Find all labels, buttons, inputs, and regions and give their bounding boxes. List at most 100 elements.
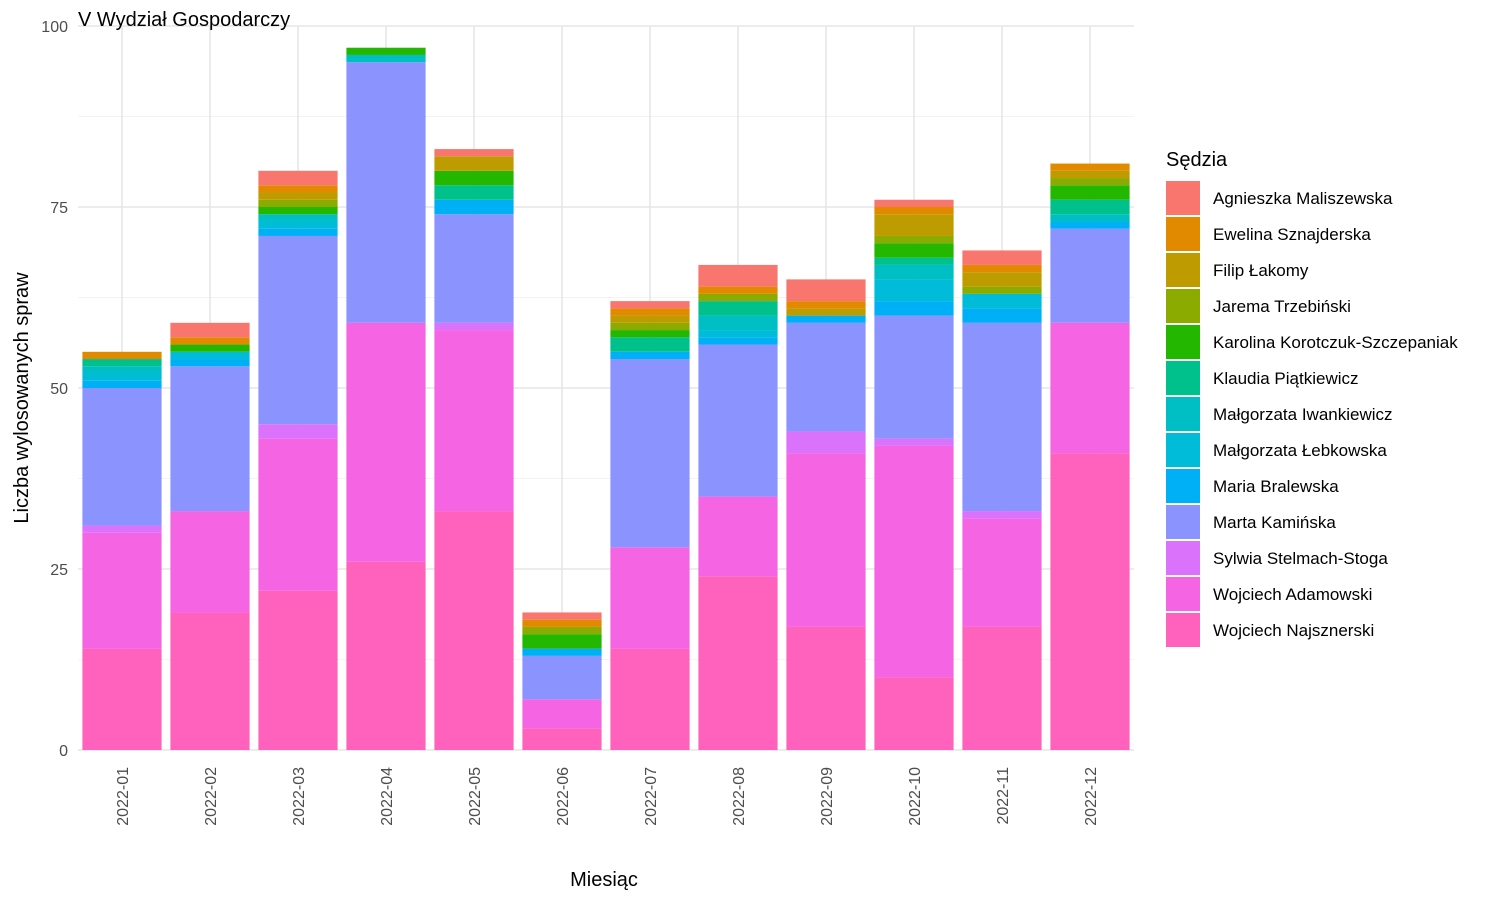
bar-segment xyxy=(1050,163,1130,171)
y-tick-label: 0 xyxy=(59,743,68,760)
bar-segment xyxy=(610,322,690,331)
bar-segment xyxy=(698,496,778,577)
bar-segment xyxy=(170,511,250,613)
bar-segment xyxy=(698,330,778,338)
bar-segment xyxy=(610,301,690,309)
bar-segment xyxy=(1050,214,1130,222)
bar-segment xyxy=(698,293,778,302)
bar-segment xyxy=(258,192,338,200)
legend-key xyxy=(1166,469,1200,503)
x-tick-label: 2022-09 xyxy=(819,767,836,826)
bar-segment xyxy=(786,308,866,316)
bar-segment xyxy=(522,612,602,620)
bar-segment xyxy=(874,214,954,236)
legend-key xyxy=(1166,181,1200,215)
bar-segment xyxy=(1050,185,1130,200)
legend-key xyxy=(1166,505,1200,539)
bar-segment xyxy=(346,47,426,55)
bar-segment xyxy=(434,322,514,331)
bar-segment xyxy=(258,214,338,222)
bar-segment xyxy=(610,308,690,316)
bar-segment xyxy=(258,424,338,439)
bar-segment xyxy=(346,561,426,750)
legend-key xyxy=(1166,217,1200,251)
legend-label: Agnieszka Maliszewska xyxy=(1213,189,1393,208)
x-tick-label: 2022-08 xyxy=(731,767,748,826)
bar-segment xyxy=(610,315,690,323)
legend-key xyxy=(1166,325,1200,359)
bar-segment xyxy=(434,170,514,186)
bar-segment xyxy=(82,359,162,367)
bar-segment xyxy=(434,214,514,323)
bar-segment xyxy=(698,286,778,294)
bar-segment xyxy=(434,199,514,215)
legend-label: Filip Łakomy xyxy=(1213,261,1309,280)
bar-segment xyxy=(82,380,162,388)
bar-segment xyxy=(786,626,866,750)
bar-segment xyxy=(786,453,866,627)
legend-label: Małgorzata Iwankiewicz xyxy=(1213,405,1393,424)
bar-segment xyxy=(434,156,514,171)
bar-segment xyxy=(170,366,250,512)
y-axis-label: Liczba wylosowanych spraw xyxy=(11,272,33,524)
bar-segment xyxy=(522,634,602,649)
bar-segment xyxy=(1050,199,1130,215)
legend-label: Małgorzata Łebkowska xyxy=(1213,441,1387,460)
bar-segment xyxy=(522,655,602,700)
bar-segment xyxy=(1050,228,1130,323)
legend-key xyxy=(1166,397,1200,431)
bar-segment xyxy=(1050,453,1130,750)
bar-segment xyxy=(522,619,602,627)
bar-segment xyxy=(258,185,338,193)
bar-segment xyxy=(82,388,162,526)
legend-key xyxy=(1166,289,1200,323)
bar-segment xyxy=(698,576,778,750)
bar-segment xyxy=(698,315,778,331)
bar-segment xyxy=(258,590,338,750)
bar-segment xyxy=(610,330,690,338)
bar-segment xyxy=(786,431,866,454)
bar-segment xyxy=(874,235,954,244)
x-tick-label: 2022-03 xyxy=(291,767,308,826)
bar-segment xyxy=(786,301,866,309)
bar-segment xyxy=(698,344,778,497)
x-tick-label: 2022-02 xyxy=(203,767,220,826)
bar-segment xyxy=(874,243,954,258)
bar-segment xyxy=(610,337,690,352)
bar-segment xyxy=(610,351,690,360)
legend-label: Ewelina Sznajderska xyxy=(1213,225,1371,244)
bar-segment xyxy=(962,272,1042,287)
x-tick-label: 2022-01 xyxy=(115,767,132,826)
bar-segment xyxy=(1050,221,1130,229)
bar-segment xyxy=(522,626,602,635)
bar-segment xyxy=(258,207,338,215)
bar-segment xyxy=(522,648,602,656)
bar-segment xyxy=(874,264,954,280)
x-tick-label: 2022-11 xyxy=(995,767,1012,825)
bar-segment xyxy=(82,648,162,750)
bar-segment xyxy=(434,330,514,512)
bar-segment xyxy=(258,438,338,591)
legend-key xyxy=(1166,577,1200,611)
bar-segment xyxy=(962,322,1042,512)
y-tick-label: 75 xyxy=(50,200,68,217)
bar-segment xyxy=(962,250,1042,265)
bar-segment xyxy=(434,511,514,750)
bar-segment xyxy=(82,366,162,374)
bar-segment xyxy=(874,445,954,678)
x-axis-label: Miesiąc xyxy=(570,869,638,891)
x-tick-label: 2022-04 xyxy=(379,767,396,826)
legend-key xyxy=(1166,253,1200,287)
bar-segment xyxy=(346,62,426,323)
legend-label: Maria Bralewska xyxy=(1213,477,1339,496)
bar-segment xyxy=(434,185,514,200)
bar-segment xyxy=(874,315,954,439)
bar-segment xyxy=(874,438,954,446)
bar-segment xyxy=(522,728,602,750)
bar-segment xyxy=(874,257,954,265)
bar-segment xyxy=(170,344,250,352)
bar-segment xyxy=(962,518,1042,627)
bar-segment xyxy=(1050,178,1130,186)
bar-segment xyxy=(786,315,866,323)
